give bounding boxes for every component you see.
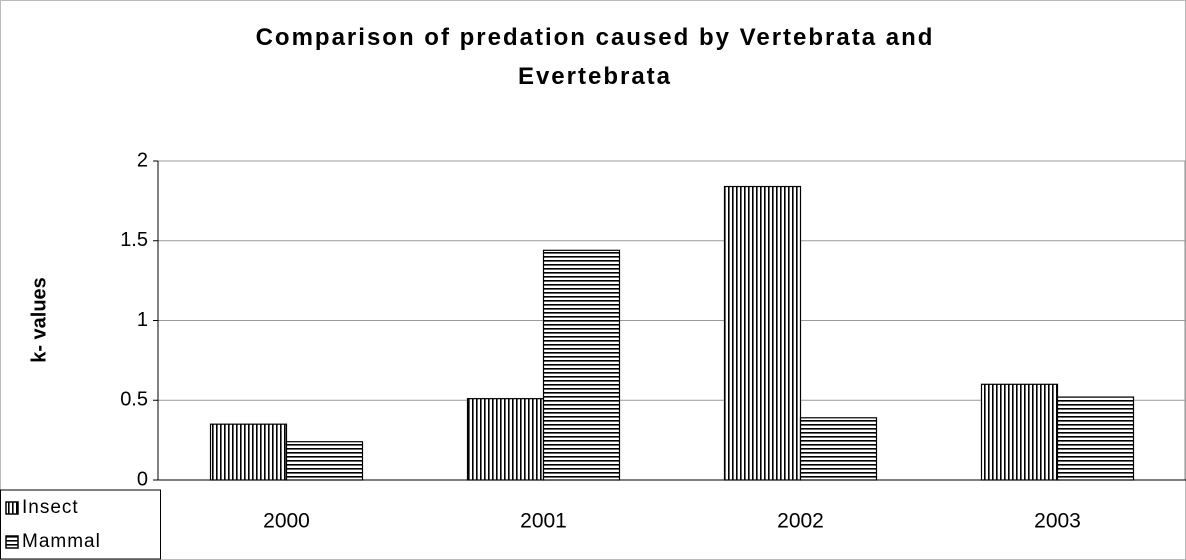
legend-swatch <box>5 501 19 515</box>
x-tick-label: 2001 <box>520 510 567 533</box>
y-tick-label: 2 <box>137 149 148 171</box>
bar <box>285 441 364 481</box>
x-tick-label: 2000 <box>263 510 310 533</box>
bar <box>466 398 545 481</box>
y-tick-label: 0 <box>137 468 148 490</box>
bar <box>542 249 621 481</box>
x-tick-label: 2003 <box>1034 510 1081 533</box>
legend-box <box>0 489 161 560</box>
bar <box>980 383 1059 481</box>
bar <box>209 423 288 481</box>
legend-label: Insect <box>22 497 79 518</box>
y-tick-label: 0.5 <box>120 389 148 411</box>
bar <box>723 185 802 481</box>
bar <box>799 417 878 481</box>
y-tick-label: 1.5 <box>120 229 148 251</box>
legend-label: Mammal <box>22 531 101 552</box>
chart-title: Comparison of predation caused by Verteb… <box>255 24 935 90</box>
y-axis-label: k- values <box>28 277 50 363</box>
legend-swatch <box>5 535 19 549</box>
y-tick-label: 1 <box>137 309 148 331</box>
x-tick-label: 2002 <box>777 510 824 533</box>
bar <box>1056 396 1135 481</box>
